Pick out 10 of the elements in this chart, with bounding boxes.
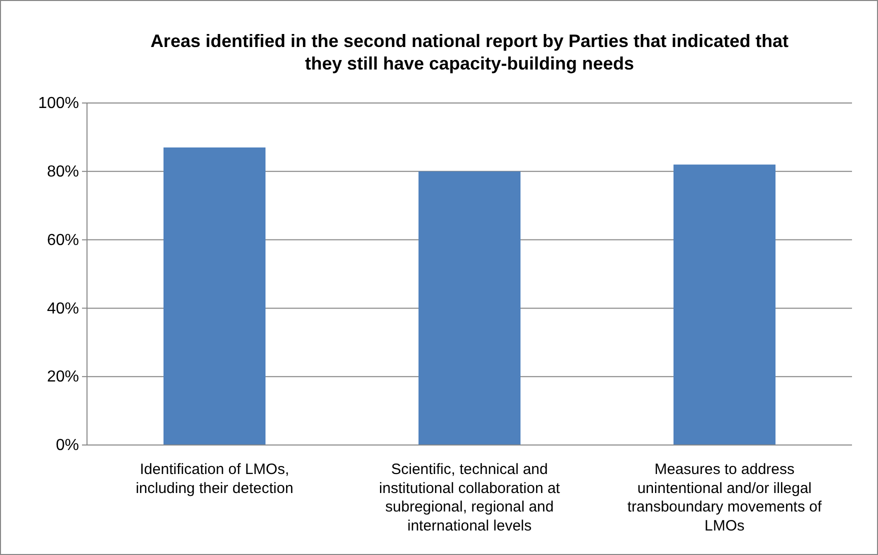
chart-title: Areas identified in the second national report by Parties that indicated that they still have capacity-building needs (150, 31, 789, 74)
y-tick-label: 40% (46, 300, 79, 318)
y-tick-label: 0% (56, 437, 79, 454)
y-tick-label: 100% (38, 95, 79, 112)
x-tick-label: Identification of LMOs, including their detection (136, 461, 294, 497)
y-tick-label: 60% (46, 232, 79, 249)
y-tick-label: 20% (46, 368, 79, 386)
y-tick-label: 80% (46, 164, 79, 181)
x-tick-label: Measures to address unintentional and/or illegal transboundary movements of LMOs (627, 461, 822, 534)
x-tick-label: Scientific, technical and institutional collaboration at subregional, regional and international levels (379, 461, 561, 534)
